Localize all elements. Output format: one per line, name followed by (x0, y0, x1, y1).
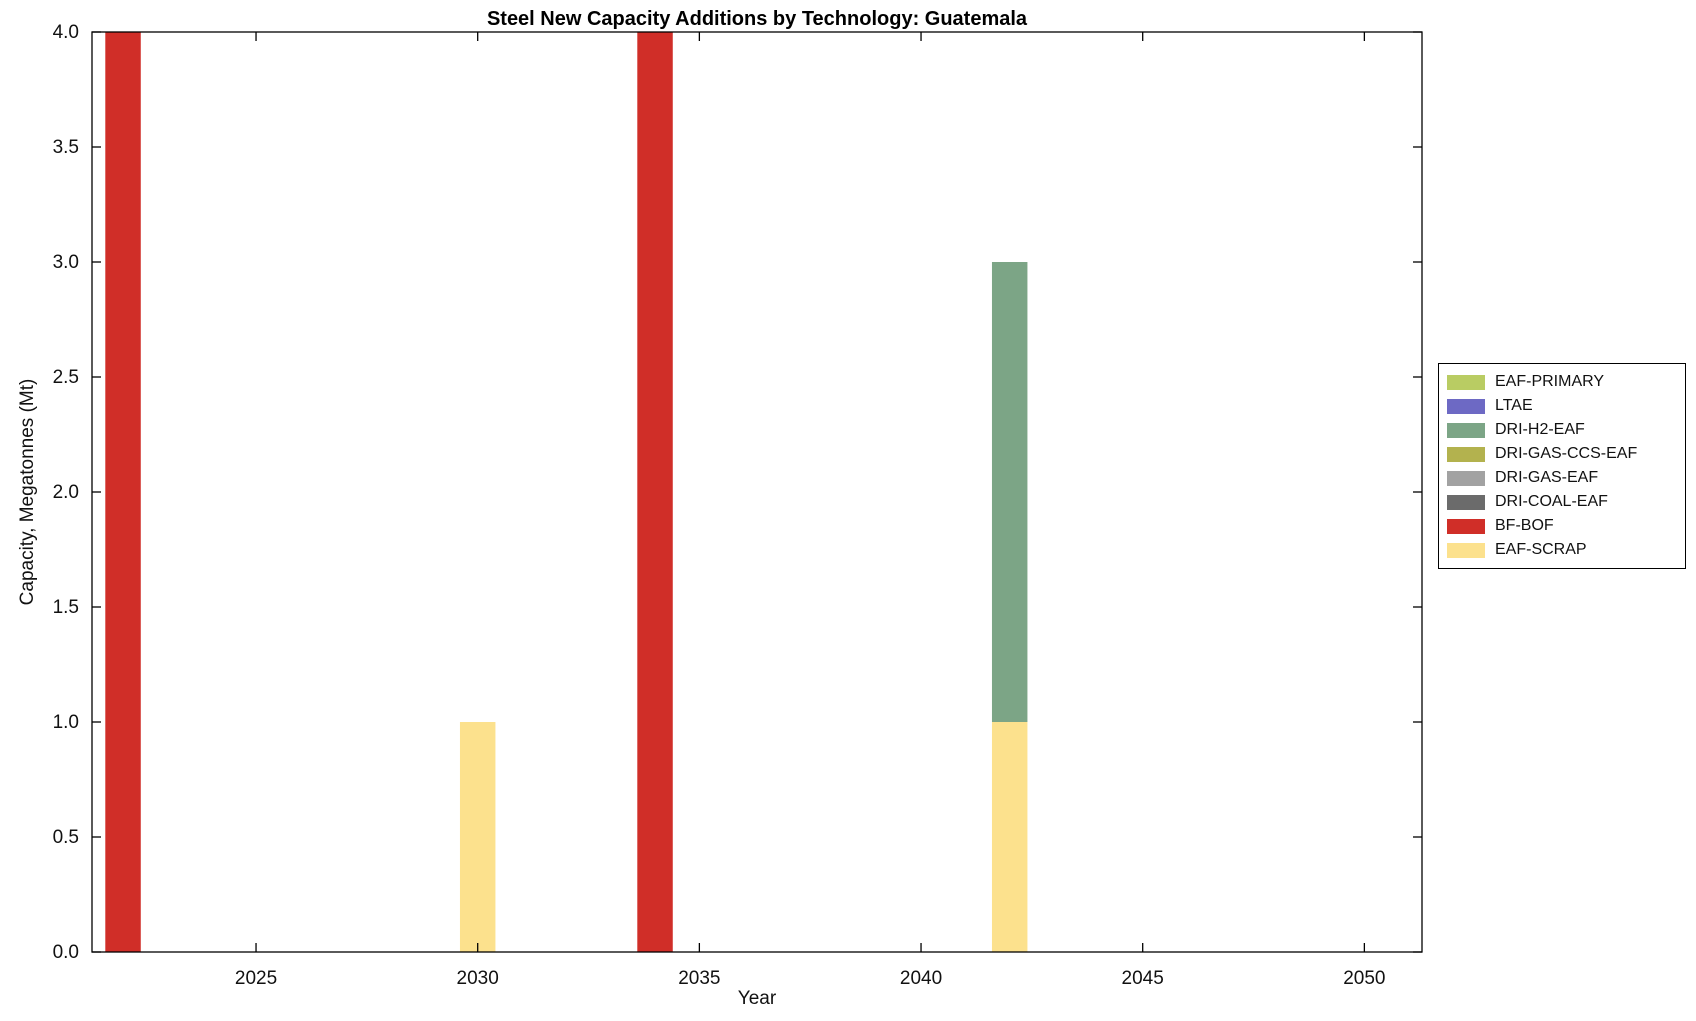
legend-swatch (1447, 494, 1485, 510)
bar-segment-dri-h2-eaf (991, 262, 1028, 722)
y-tick-label: 2.5 (53, 367, 79, 388)
x-tick-label: 2030 (457, 968, 499, 989)
x-tick-label: 2045 (1122, 968, 1164, 989)
y-tick-label: 1.0 (53, 712, 79, 733)
legend: EAF-PRIMARY LTAE DRI-H2-EAF DRI-GAS-CCS-EAF… (1438, 363, 1686, 569)
legend-item: EAF-PRIMARY (1447, 371, 1675, 393)
legend-swatch (1447, 542, 1485, 558)
bar-segment-eaf-scrap (991, 722, 1028, 952)
legend-label: LTAE (1495, 397, 1533, 414)
y-tick-label: 0.0 (53, 942, 79, 963)
bar-segment-bf-bof (637, 32, 673, 952)
legend-swatch (1447, 422, 1485, 438)
legend-item: DRI-GAS-EAF (1447, 467, 1675, 489)
legend-swatch (1447, 518, 1485, 534)
y-tick-label: 2.0 (53, 482, 79, 503)
legend-label: DRI-GAS-EAF (1495, 469, 1599, 486)
y-tick-label: 3.0 (53, 252, 79, 273)
y-tick-label: 0.5 (53, 827, 79, 848)
x-tick-label: 2050 (1343, 968, 1385, 989)
chart-title: Steel New Capacity Additions by Technolo… (486, 8, 1028, 30)
plot-box (91, 31, 1423, 953)
y-axis-label: Capacity, Megatonnes (Mt) (17, 378, 38, 606)
y-tick-label: 4.0 (53, 22, 79, 43)
legend-item: LTAE (1447, 395, 1675, 417)
legend-label: BF-BOF (1495, 517, 1554, 534)
x-tick-label: 2025 (235, 968, 277, 989)
legend-label: EAF-PRIMARY (1495, 373, 1605, 390)
legend-label: DRI-COAL-EAF (1495, 493, 1608, 510)
y-tick-label: 3.5 (53, 137, 79, 158)
legend-item: EAF-SCRAP (1447, 539, 1675, 561)
legend-label: DRI-H2-EAF (1495, 421, 1585, 438)
x-tick-label: 2035 (678, 968, 720, 989)
legend-label: DRI-GAS-CCS-EAF (1495, 445, 1638, 462)
legend-item: DRI-GAS-CCS-EAF (1447, 443, 1675, 465)
legend-item: DRI-H2-EAF (1447, 419, 1675, 441)
legend-item: BF-BOF (1447, 515, 1675, 537)
bar-segment-bf-bof (105, 32, 141, 952)
x-axis-label: Year (737, 988, 777, 1009)
legend-swatch (1447, 470, 1485, 486)
x-tick-label: 2040 (900, 968, 942, 989)
y-tick-label: 1.5 (53, 597, 79, 618)
legend-label: EAF-SCRAP (1495, 541, 1587, 558)
legend-swatch (1447, 446, 1485, 462)
legend-item: DRI-COAL-EAF (1447, 491, 1675, 513)
bar-segment-eaf-scrap (459, 722, 496, 952)
legend-swatch (1447, 398, 1485, 414)
legend-swatch (1447, 374, 1485, 390)
